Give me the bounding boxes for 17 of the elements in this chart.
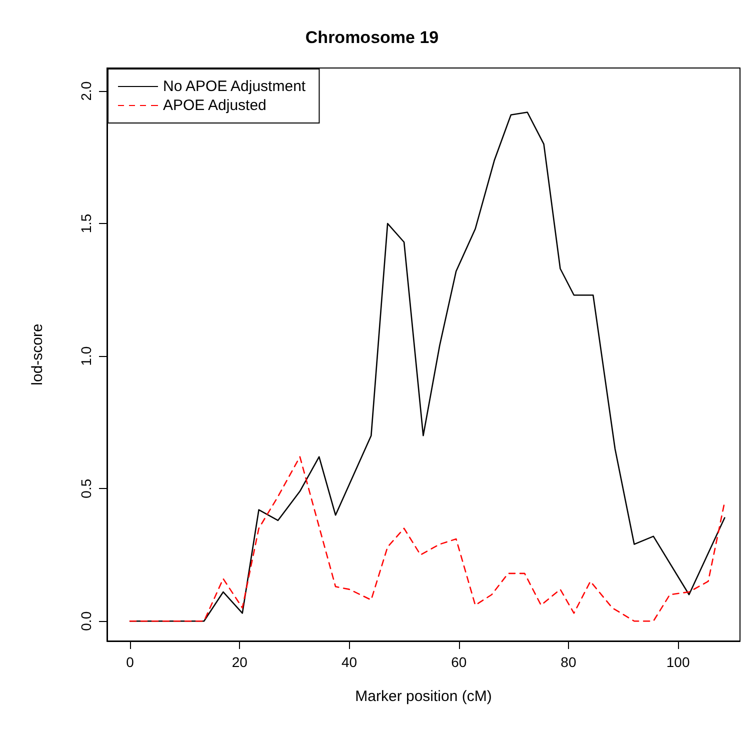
- y-tick-label: 2.0: [78, 81, 94, 101]
- chart-title: Chromosome 19: [305, 28, 439, 47]
- x-tick-label: 60: [451, 654, 467, 670]
- line-series: [129, 456, 726, 622]
- y-tick-label: 1.5: [78, 214, 94, 234]
- legend-label: APOE Adjusted: [163, 97, 266, 114]
- x-axis-title: Marker position (cM): [355, 688, 492, 705]
- x-tick-label: 0: [126, 654, 134, 670]
- y-axis-title: lod-score: [29, 324, 46, 386]
- x-tick-label: 100: [666, 654, 690, 670]
- x-tick-label: 80: [560, 654, 576, 670]
- y-tick-label: 0.5: [78, 478, 94, 498]
- y-tick-label: 1.0: [78, 346, 94, 366]
- x-tick-label: 20: [232, 654, 248, 670]
- legend-label: No APOE Adjustment: [163, 78, 306, 95]
- y-tick-label: 0.0: [78, 611, 94, 631]
- x-tick-label: 40: [341, 654, 358, 670]
